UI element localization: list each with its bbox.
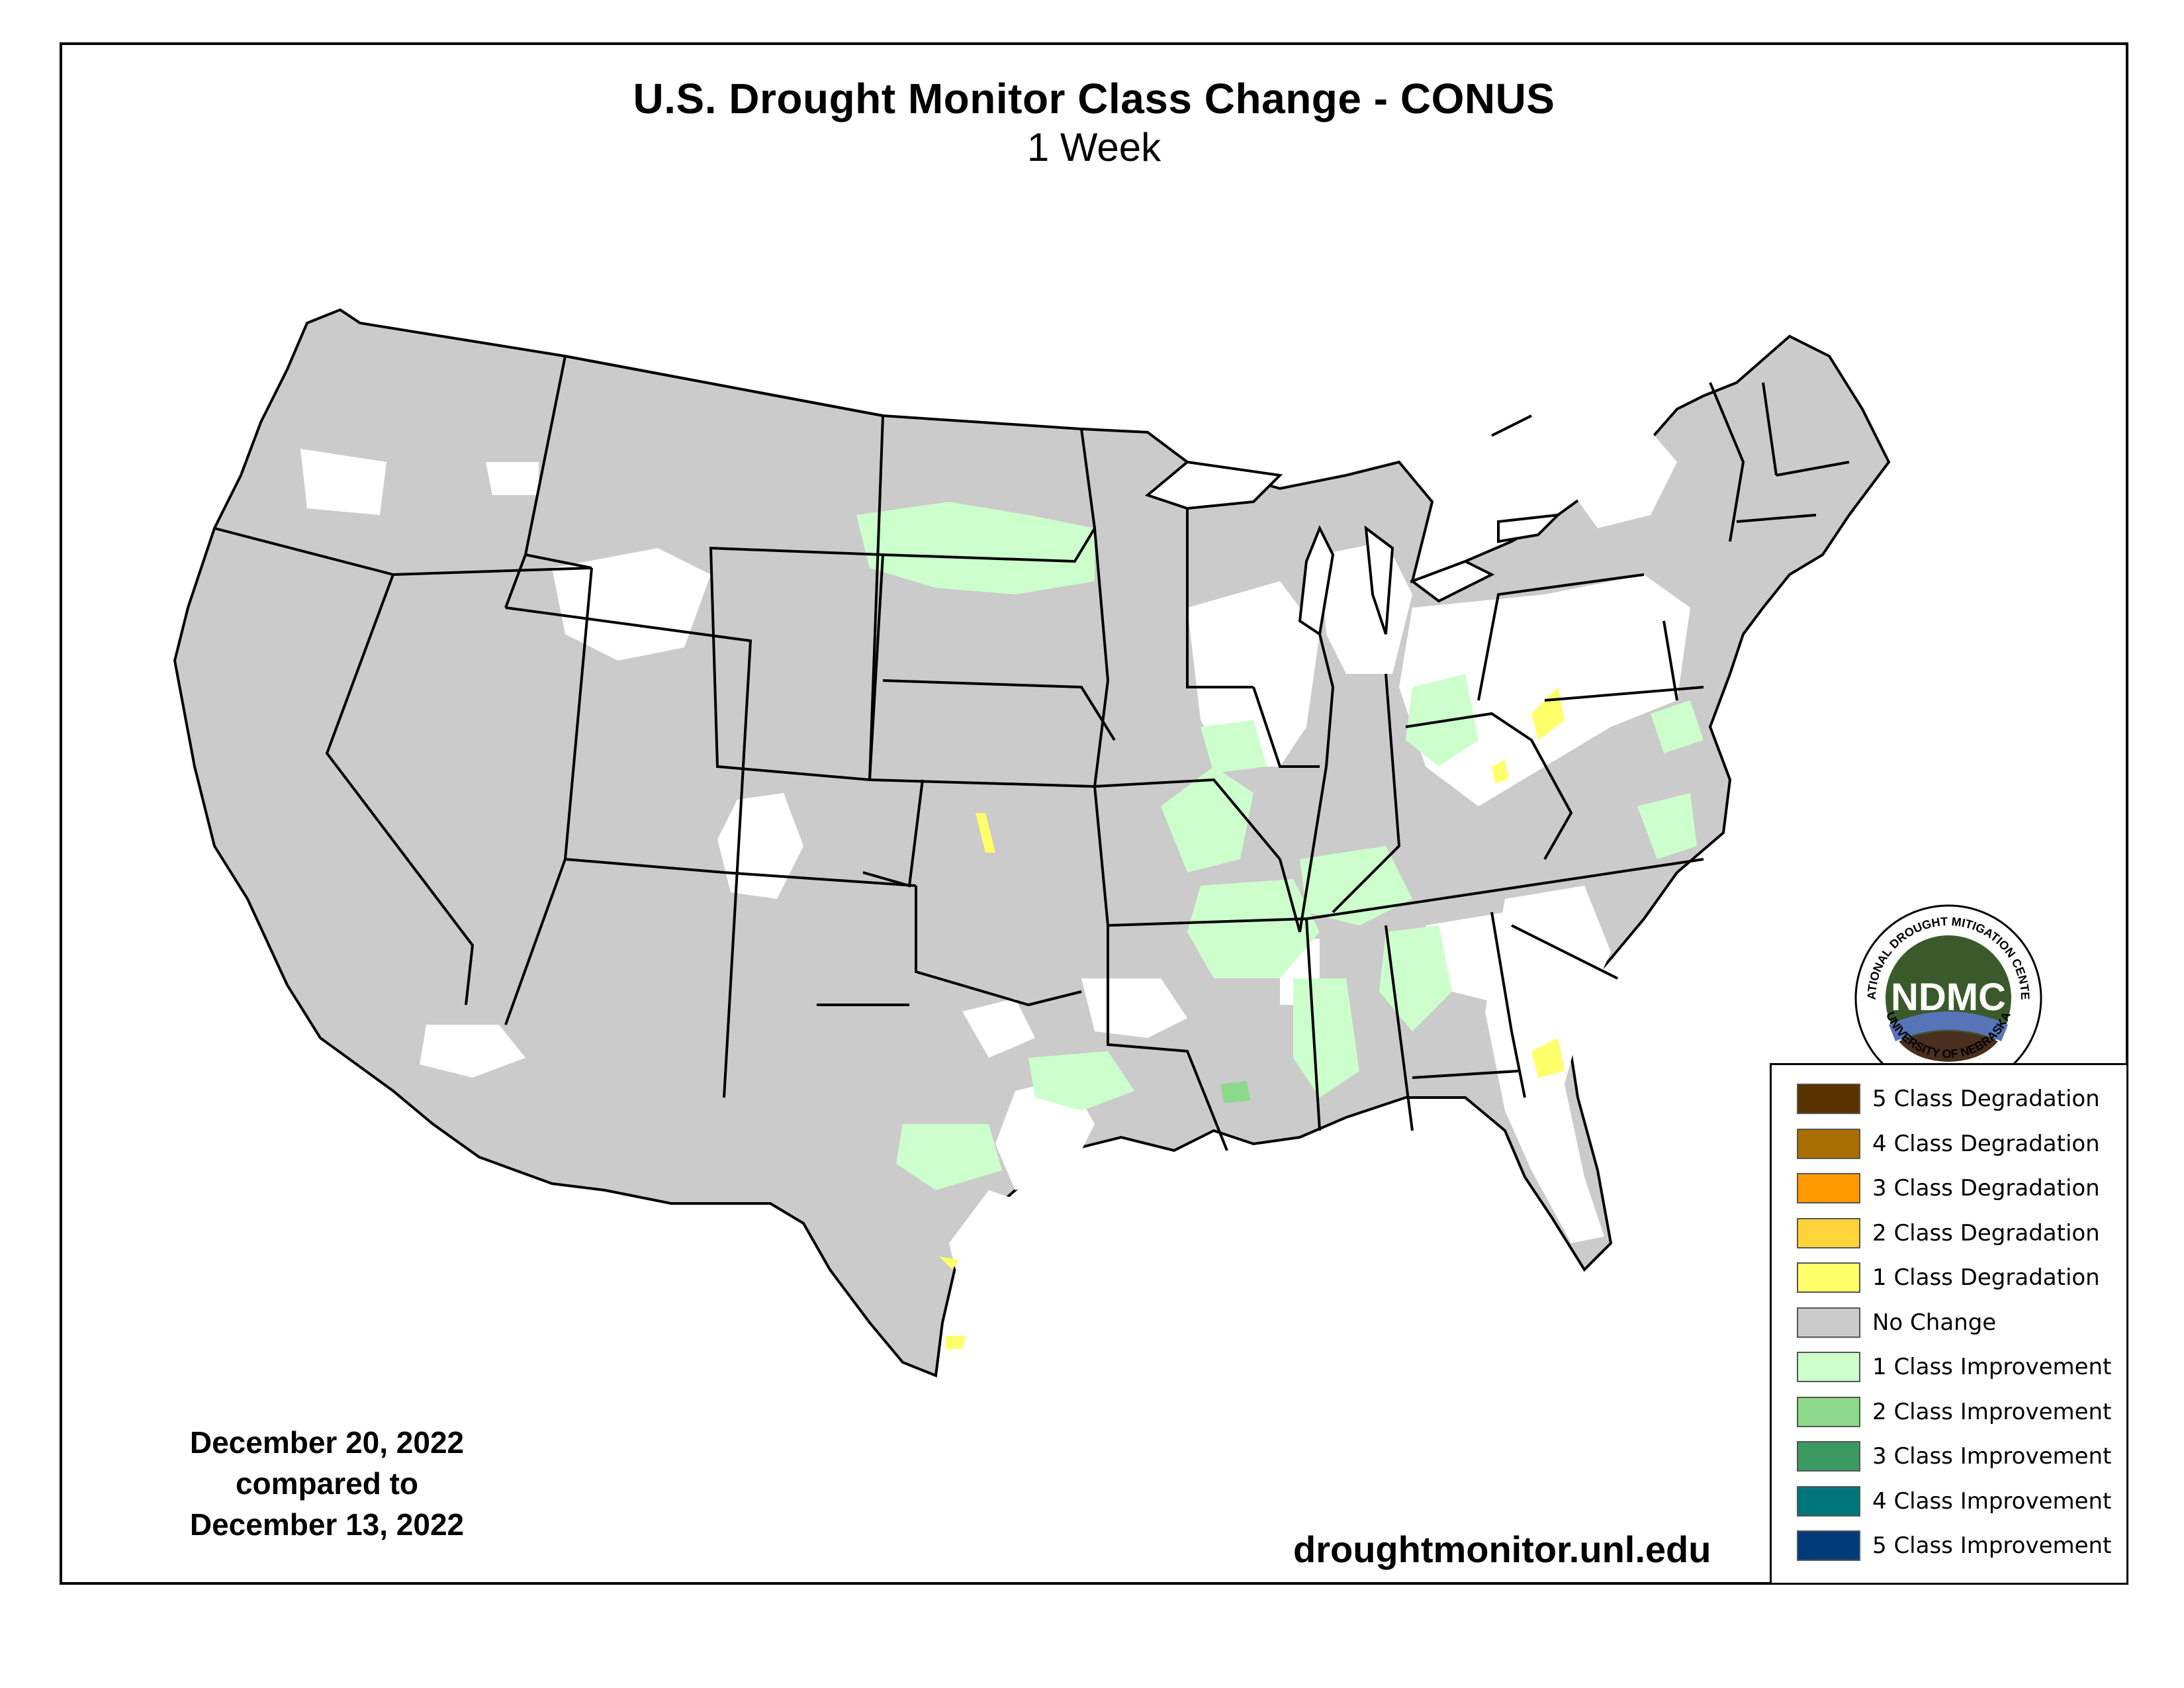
legend-label: 4 Class Improvement — [1872, 1487, 2112, 1515]
legend-label: 1 Class Improvement — [1872, 1354, 2112, 1380]
legend-label: 3 Class Degradation — [1872, 1175, 2100, 1201]
map-frame: U.S. Drought Monitor Class Change - CONU… — [60, 42, 2128, 1585]
legend-label: 2 Class Improvement — [1872, 1398, 2112, 1425]
date-compare-label: compared to — [235, 1466, 419, 1501]
legend-swatch — [1797, 1084, 1860, 1114]
legend-item: 5 Class Degradation — [1797, 1082, 2100, 1115]
legend-item: 2 Class Degradation — [1797, 1217, 2100, 1250]
legend-item: 5 Class Improvement — [1797, 1529, 2111, 1562]
legend-item: 4 Class Improvement — [1797, 1485, 2111, 1518]
two-class-improvement-areas — [1220, 1081, 1250, 1103]
great-lakes — [1144, 460, 1562, 637]
map-subtitle: 1 Week — [1026, 125, 1161, 169]
legend-label: No Change — [1872, 1309, 1997, 1336]
legend-label: 4 Class Degradation — [1872, 1130, 2100, 1157]
logo-abbrev: NDMC — [1891, 976, 2006, 1019]
date-previous: December 13, 2022 — [189, 1507, 465, 1542]
legend-label: 5 Class Degradation — [1872, 1086, 2100, 1112]
website-link[interactable]: droughtmonitor.unl.edu — [1293, 1528, 1711, 1570]
map-title: U.S. Drought Monitor Class Change - CONU… — [633, 75, 1555, 122]
legend-swatch — [1797, 1396, 1860, 1427]
ndmc-logo: NDMC NATIONAL DROUGHT MITIGATION CENTER … — [1845, 888, 2048, 1098]
state-borders — [214, 355, 1850, 1151]
ndmc-logo-svg: NDMC NATIONAL DROUGHT MITIGATION CENTER … — [1845, 888, 2042, 1092]
legend-swatch — [1797, 1307, 1860, 1338]
legend-label: 2 Class Degradation — [1872, 1219, 2100, 1246]
legend-swatch — [1797, 1217, 1860, 1248]
logo-land — [1899, 1031, 1998, 1062]
legend-swatch — [1797, 1262, 1860, 1293]
one-class-improvement-areas — [856, 502, 1704, 1190]
legend-item: 1 Class Improvement — [1797, 1350, 2111, 1383]
legend-swatch — [1797, 1485, 1860, 1517]
legend-label: 5 Class Improvement — [1872, 1532, 2112, 1559]
legend-swatch — [1797, 1128, 1860, 1159]
conus-map-svg — [173, 308, 1891, 1378]
legend-label: 3 Class Improvement — [1872, 1443, 2112, 1470]
legend-item: 1 Class Degradation — [1797, 1261, 2100, 1294]
date-block: December 20, 2022 compared to December 1… — [89, 1422, 565, 1545]
legend-item: 2 Class Improvement — [1797, 1395, 2111, 1429]
legend-swatch — [1797, 1352, 1860, 1382]
legend-item: 3 Class Degradation — [1797, 1172, 2100, 1205]
legend-swatch — [1797, 1173, 1860, 1203]
legend-swatch — [1797, 1530, 1860, 1561]
legend-item: 3 Class Improvement — [1797, 1440, 2111, 1473]
legend-item: No Change — [1797, 1306, 1996, 1339]
date-current: December 20, 2022 — [189, 1425, 465, 1460]
legend: 5 Class Degradation 4 Class Degradation 3 … — [1770, 1063, 2128, 1585]
legend-label: 1 Class Degradation — [1872, 1264, 2100, 1291]
legend-item: 4 Class Degradation — [1797, 1127, 2100, 1160]
logo-water — [1889, 1011, 2008, 1041]
legend-swatch — [1797, 1441, 1860, 1472]
conus-map — [155, 263, 2074, 1488]
